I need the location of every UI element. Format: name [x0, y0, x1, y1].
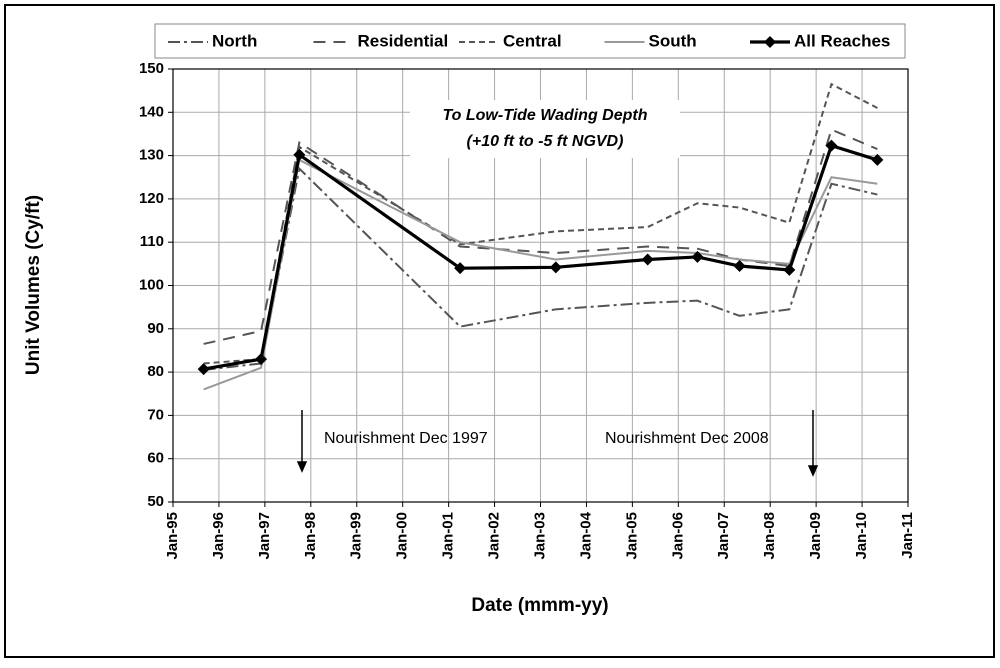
- x-tick-label: Jan-08: [761, 512, 778, 560]
- y-tick-label: 70: [147, 406, 164, 423]
- y-tick-label: 140: [139, 103, 164, 120]
- legend-label: Residential: [358, 31, 449, 50]
- y-tick-label: 90: [147, 320, 164, 337]
- x-tick-label: Jan-11: [899, 512, 916, 559]
- annotation: (+10 ft to -5 ft NGVD): [467, 133, 624, 150]
- y-axis-label: Unit Volumes (Cy/ft): [23, 195, 44, 375]
- x-tick-label: Jan-00: [394, 512, 411, 560]
- y-tick-label: 50: [147, 493, 164, 510]
- x-tick-label: Jan-10: [853, 512, 870, 560]
- legend-marker: [764, 36, 776, 48]
- marker: [549, 261, 562, 274]
- y-tick-label: 150: [139, 60, 164, 77]
- annotation: Nourishment Dec 2008: [605, 430, 769, 447]
- series-line: [203, 128, 878, 345]
- annotation-bg: [410, 100, 680, 158]
- annotation: To Low-Tide Wading Depth: [442, 107, 647, 124]
- x-tick-label: Jan-05: [623, 512, 640, 560]
- marker: [783, 263, 796, 276]
- legend-label: All Reaches: [794, 31, 890, 50]
- marker: [825, 139, 838, 152]
- arrow: [807, 410, 819, 477]
- x-tick-label: Jan-99: [348, 512, 365, 560]
- y-tick-label: 100: [139, 276, 164, 293]
- x-tick-label: Jan-01: [440, 512, 457, 560]
- x-tick-label: Jan-02: [486, 512, 503, 560]
- marker: [641, 253, 654, 266]
- x-tick-label: Jan-98: [302, 512, 319, 560]
- x-tick-label: Jan-97: [256, 512, 273, 560]
- marker: [197, 363, 210, 376]
- y-tick-label: 80: [147, 363, 164, 380]
- legend-label: North: [212, 31, 257, 50]
- x-tick-label: Jan-07: [715, 512, 732, 560]
- annotation: Nourishment Dec 1997: [324, 430, 488, 447]
- x-axis-label: Date (mmm-yy): [471, 595, 608, 616]
- y-tick-label: 110: [140, 233, 164, 250]
- legend-label: South: [649, 31, 697, 50]
- legend-label: Central: [503, 31, 562, 50]
- x-tick-label: Jan-06: [669, 512, 686, 560]
- x-tick-label: Jan-96: [210, 512, 227, 560]
- x-tick-label: Jan-95: [164, 512, 181, 560]
- arrow: [296, 410, 308, 473]
- marker: [293, 148, 306, 161]
- y-tick-label: 60: [147, 450, 164, 467]
- y-tick-label: 130: [139, 147, 164, 164]
- marker: [733, 260, 746, 273]
- y-tick-label: 120: [139, 190, 164, 207]
- marker: [454, 262, 467, 275]
- x-tick-label: Jan-03: [531, 512, 548, 560]
- x-tick-label: Jan-04: [577, 511, 594, 559]
- marker: [255, 353, 268, 366]
- marker: [871, 153, 884, 166]
- x-tick-label: Jan-09: [807, 512, 824, 560]
- marker: [691, 250, 704, 263]
